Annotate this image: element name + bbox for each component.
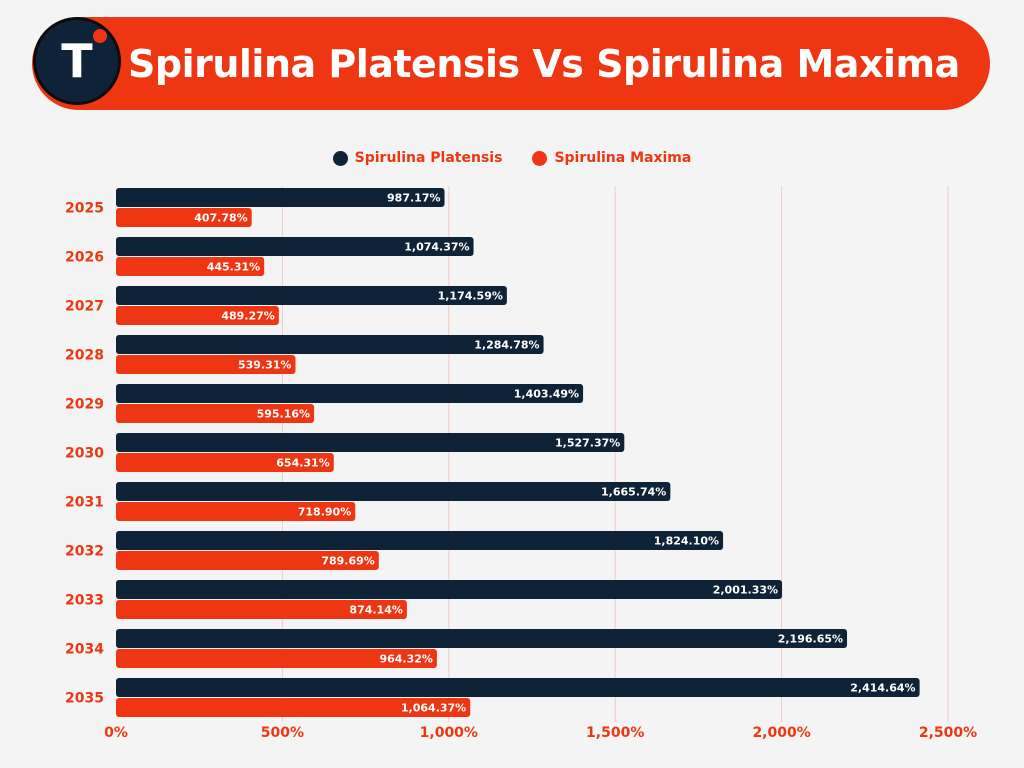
legend-label-maxima: Spirulina Maxima [554,150,692,166]
legend-item-platensis: Spirulina Platensis [332,146,503,170]
bar-maxima [116,600,407,619]
data-label: 718.90% [298,506,351,519]
bar-platensis [116,580,783,599]
bar-maxima [116,551,379,570]
x-tick-label: 1,000% [420,725,478,741]
x-tick-label: 500% [261,725,304,741]
bar-platensis [116,335,544,354]
data-label: 1,284.78% [474,339,539,352]
bar-platensis [116,384,584,403]
data-label: 489.27% [221,310,274,323]
data-label: 987.17% [387,192,440,205]
bar-maxima [116,698,471,717]
bar-platensis [116,482,671,501]
category-label: 2031 [65,495,104,511]
category-label: 2025 [65,201,104,217]
legend-swatch-maxima [532,150,548,166]
x-tick-label: 0% [104,725,128,741]
data-label: 2,196.65% [778,633,843,646]
legend-item-maxima: Spirulina Maxima [532,146,691,170]
x-tick-label: 2,500% [919,725,977,741]
data-label: 2,001.33% [713,584,778,597]
bar-maxima [116,208,252,227]
bar-maxima [116,306,279,325]
bar-maxima [116,649,437,668]
data-label: 964.32% [379,653,432,666]
data-label: 1,403.49% [514,388,579,401]
category-label: 2034 [65,642,104,658]
bar-platensis [116,188,445,207]
chart-legend: Spirulina Platensis Spirulina Maxima [0,146,1024,170]
legend-swatch-platensis [332,150,348,166]
bar-platensis [116,678,920,697]
bar-platensis [116,237,474,256]
bar-maxima [116,502,356,521]
logo-dot-icon [93,29,107,43]
category-label: 2032 [65,544,104,560]
data-label: 1,527.37% [555,437,620,450]
data-label: 1,064.37% [401,702,466,715]
data-label: 1,174.59% [438,290,503,303]
title-banner [32,17,990,110]
logo-letter: T [61,34,93,88]
category-label: 2028 [65,348,104,364]
category-label: 2030 [65,446,104,462]
data-label: 1,824.10% [654,535,719,548]
x-tick-label: 2,000% [752,725,810,741]
category-label: 2033 [65,593,104,609]
category-label: 2029 [65,397,104,413]
logo: T [33,17,121,105]
data-label: 874.14% [349,604,402,617]
bar-platensis [116,629,848,648]
data-label: 1,665.74% [601,486,666,499]
data-label: 2,414.64% [850,682,915,695]
data-label: 789.69% [321,555,374,568]
legend-label-platensis: Spirulina Platensis [354,150,503,166]
bar-maxima [116,404,315,423]
data-label: 654.31% [276,457,329,470]
bar-maxima [116,453,334,472]
category-label: 2026 [65,250,104,266]
page-title: Spirulina Platensis Vs Spirulina Maxima [128,41,960,86]
bar-maxima [116,355,296,374]
data-label: 407.78% [194,212,247,225]
bar-maxima [116,257,265,276]
bar-platensis [116,433,625,452]
data-label: 1,074.37% [404,241,469,254]
category-label: 2027 [65,299,104,315]
category-label: 2035 [65,691,104,707]
data-label: 595.16% [257,408,310,421]
data-label: 539.31% [238,359,291,372]
x-tick-label: 1,500% [586,725,644,741]
bar-platensis [116,531,724,550]
bar-platensis [116,286,507,305]
data-label: 445.31% [207,261,260,274]
